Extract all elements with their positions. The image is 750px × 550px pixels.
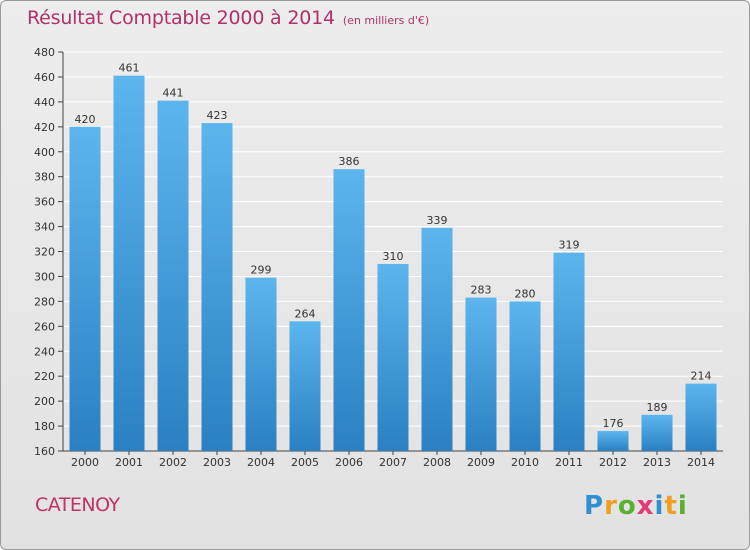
place-name: CATENOY xyxy=(35,494,120,516)
logo-letter: P xyxy=(584,491,605,521)
value-label-2005: 264 xyxy=(295,307,316,320)
bar-2011 xyxy=(553,252,585,451)
y-tick-label: 160 xyxy=(34,445,55,458)
y-tick-label: 300 xyxy=(34,270,55,283)
labels: 420 2000 461 2001 441 2002 423 2003 299 2004 264 20… xyxy=(71,62,715,469)
logo-letter: t xyxy=(664,491,678,521)
logo-letter: o xyxy=(617,491,637,521)
bar-2004 xyxy=(245,277,277,451)
y-tick-label: 260 xyxy=(34,320,55,333)
bar-2006 xyxy=(333,169,365,452)
logo-letter: i xyxy=(654,491,665,521)
bar-2007 xyxy=(377,263,409,451)
bar-2000 xyxy=(69,126,101,451)
chart-unit: (en milliers d'€) xyxy=(342,14,430,27)
y-tick-label: 440 xyxy=(34,96,55,109)
value-label-2000: 420 xyxy=(75,113,96,126)
y-tick-label: 480 xyxy=(34,46,55,59)
logo-letter: r xyxy=(604,491,618,521)
proxiti-logo[interactable]: Proxiti xyxy=(584,491,688,521)
value-label-2009: 283 xyxy=(471,284,492,297)
bar-2009 xyxy=(465,297,497,451)
y-tick-label: 360 xyxy=(34,196,55,209)
value-label-2011: 319 xyxy=(559,239,580,252)
y-tick-label: 240 xyxy=(34,345,55,358)
y-tick-label: 420 xyxy=(34,121,55,134)
value-label-2014: 214 xyxy=(691,370,712,383)
bar-2013 xyxy=(641,414,673,451)
x-tick-label-2014: 2014 xyxy=(687,456,715,469)
x-tick-label-2006: 2006 xyxy=(335,456,363,469)
value-label-2006: 386 xyxy=(339,155,360,168)
y-tick-label: 400 xyxy=(34,146,55,159)
y-tick-label: 460 xyxy=(34,71,55,84)
bars xyxy=(69,75,717,452)
x-tick-label-2002: 2002 xyxy=(159,456,187,469)
bar-2003 xyxy=(201,123,233,452)
x-tick-label-2007: 2007 xyxy=(379,456,407,469)
value-label-2004: 299 xyxy=(251,264,272,277)
bar-2012 xyxy=(597,431,629,451)
value-label-2010: 280 xyxy=(515,287,536,300)
bar-2001 xyxy=(113,75,145,452)
value-label-2002: 441 xyxy=(163,87,184,100)
x-tick-label-2010: 2010 xyxy=(511,456,539,469)
x-tick-label-2013: 2013 xyxy=(643,456,671,469)
x-tick-label-2011: 2011 xyxy=(555,456,583,469)
x-tick-label-2003: 2003 xyxy=(203,456,231,469)
value-label-2012: 176 xyxy=(603,417,624,430)
y-tick-label: 340 xyxy=(34,221,55,234)
y-tick-label: 320 xyxy=(34,246,55,259)
axes: 160 180 200 220 240 260 280 300 320 340 360 380 400 4… xyxy=(34,46,723,458)
bar-2010 xyxy=(509,301,541,451)
chart-title-block: Résultat Comptable 2000 à 2014 (en millie… xyxy=(27,7,429,29)
x-tick-label-2009: 2009 xyxy=(467,456,495,469)
logo-letter: i xyxy=(677,491,688,521)
bar-2008 xyxy=(421,227,453,451)
y-tick-label: 180 xyxy=(34,420,55,433)
x-tick-label-2008: 2008 xyxy=(423,456,451,469)
logo-letter: x xyxy=(636,491,655,521)
x-tick-label-2012: 2012 xyxy=(599,456,627,469)
value-label-2003: 423 xyxy=(207,109,228,122)
y-tick-label: 280 xyxy=(34,295,55,308)
y-tick-label: 220 xyxy=(34,370,55,383)
value-label-2001: 461 xyxy=(119,62,140,75)
x-tick-label-2004: 2004 xyxy=(247,456,275,469)
x-tick-label-2000: 2000 xyxy=(71,456,99,469)
bar-2005 xyxy=(289,321,321,451)
value-label-2007: 310 xyxy=(383,250,404,263)
x-tick-label-2001: 2001 xyxy=(115,456,143,469)
bar-2002 xyxy=(157,100,189,452)
x-tick-label-2005: 2005 xyxy=(291,456,319,469)
value-label-2008: 339 xyxy=(427,214,448,227)
y-tick-label: 380 xyxy=(34,171,55,184)
bar-2014 xyxy=(685,383,717,451)
value-label-2013: 189 xyxy=(647,401,668,414)
y-tick-label: 200 xyxy=(34,395,55,408)
chart-title: Résultat Comptable 2000 à 2014 xyxy=(27,7,335,29)
